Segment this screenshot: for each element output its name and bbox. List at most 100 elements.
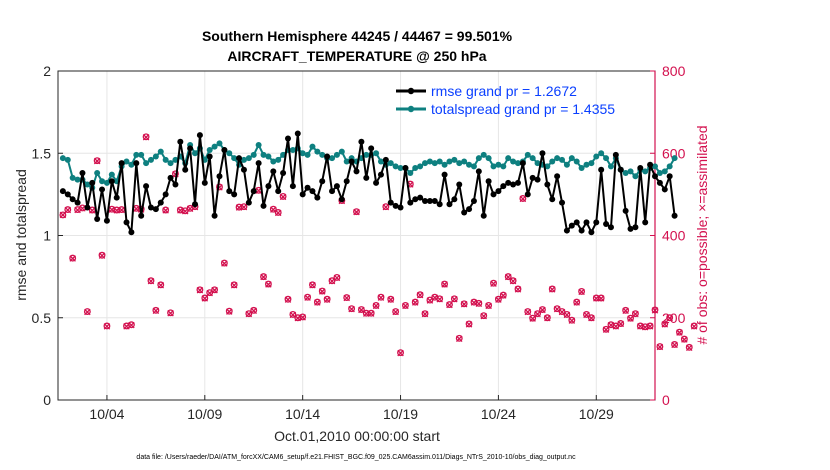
obs-possible-marker bbox=[162, 206, 170, 214]
rmse-point bbox=[441, 171, 448, 178]
totalspread-point bbox=[578, 165, 585, 172]
rmse-point bbox=[387, 199, 394, 206]
obs-assimilated-marker bbox=[485, 302, 492, 310]
obs-assimilated-marker bbox=[588, 314, 595, 322]
totalspread-point bbox=[245, 155, 252, 162]
rmse-point bbox=[666, 173, 673, 180]
obs-possible-marker bbox=[309, 281, 316, 289]
obs-possible-marker bbox=[343, 294, 351, 302]
rmse-point bbox=[456, 181, 463, 188]
obs-possible-marker bbox=[225, 307, 233, 315]
totalspread-point bbox=[559, 156, 566, 163]
totalspread-point bbox=[167, 160, 174, 167]
totalspread-point bbox=[622, 169, 629, 176]
obs-possible-marker bbox=[490, 279, 497, 287]
obs-possible-marker bbox=[583, 311, 590, 318]
rmse-point bbox=[211, 212, 218, 219]
rmse-point bbox=[270, 168, 277, 175]
obs-assimilated-marker bbox=[152, 307, 160, 315]
rmse-point bbox=[172, 181, 179, 188]
rmse-point bbox=[637, 165, 644, 172]
obs-possible-marker bbox=[235, 203, 243, 211]
rmse-point bbox=[436, 201, 443, 208]
obs-assimilated-marker bbox=[196, 286, 204, 294]
obs-assimilated-marker bbox=[651, 307, 659, 314]
rmse-point bbox=[612, 151, 619, 158]
obs-assimilated-marker bbox=[456, 335, 463, 342]
rmse-point bbox=[314, 194, 321, 201]
obs-possible-marker bbox=[485, 301, 493, 309]
rmse-point bbox=[162, 191, 169, 198]
totalspread-point bbox=[632, 173, 639, 180]
obs-assimilated-marker bbox=[255, 187, 262, 194]
obs-assimilated-marker bbox=[465, 321, 473, 328]
totalspread-point bbox=[147, 156, 154, 163]
rmse-point bbox=[480, 212, 487, 219]
rmse-point bbox=[182, 166, 189, 173]
rmse-point bbox=[583, 219, 590, 226]
obs-assimilated-marker bbox=[88, 207, 96, 214]
totalspread-point bbox=[642, 168, 649, 175]
obs-possible-marker bbox=[416, 291, 424, 299]
obs-possible-marker bbox=[480, 312, 488, 320]
totalspread-point bbox=[563, 161, 570, 168]
totalspread-point bbox=[260, 151, 267, 158]
obs-possible-marker bbox=[597, 294, 605, 302]
rmse-point bbox=[373, 179, 380, 186]
obs-possible-marker bbox=[455, 334, 463, 342]
totalspread-point bbox=[152, 153, 159, 160]
obs-assimilated-marker bbox=[402, 302, 409, 310]
obs-assimilated-marker bbox=[446, 301, 453, 309]
y-axis-left: 0 0.5 1 1.5 2 bbox=[32, 63, 63, 408]
obs-assimilated-marker bbox=[441, 281, 448, 288]
y-tick-label-left: 0 bbox=[43, 392, 51, 408]
totalspread-point bbox=[329, 155, 336, 162]
obs-assimilated-marker bbox=[583, 311, 590, 319]
obs-possible-marker bbox=[348, 305, 356, 313]
rmse-point bbox=[529, 174, 536, 181]
rmse-point bbox=[426, 197, 433, 204]
obs-possible-marker bbox=[304, 293, 312, 301]
obs-assimilated-marker bbox=[133, 205, 140, 213]
totalspread-point bbox=[304, 151, 311, 158]
y-tick-label-right: 600 bbox=[662, 145, 686, 161]
totalspread-point bbox=[412, 165, 419, 172]
obs-assimilated-marker bbox=[568, 317, 576, 324]
obs-assimilated-marker bbox=[661, 321, 669, 328]
obs-possible-marker bbox=[392, 308, 400, 316]
obs-assimilated-marker bbox=[353, 208, 360, 216]
obs-assimilated-marker bbox=[509, 277, 517, 285]
rmse-point bbox=[147, 204, 154, 211]
rmse-point bbox=[397, 204, 404, 211]
obs-assimilated-marker bbox=[671, 341, 678, 349]
obs-assimilated-marker bbox=[622, 307, 629, 315]
rmse-point bbox=[216, 173, 223, 180]
obs-possible-marker bbox=[676, 328, 683, 336]
rmse-point bbox=[89, 179, 96, 186]
rmse-point bbox=[470, 197, 477, 204]
rmse-point bbox=[505, 179, 512, 186]
rmse-point bbox=[598, 166, 605, 173]
totalspread-point bbox=[108, 171, 115, 178]
rmse-point bbox=[138, 212, 145, 219]
rmse-point bbox=[64, 191, 71, 198]
obs-assimilated-marker bbox=[245, 310, 253, 318]
totalspread-point bbox=[74, 176, 81, 183]
obs-possible-marker bbox=[220, 259, 228, 267]
obs-possible-marker bbox=[514, 285, 522, 293]
obs-possible-marker bbox=[260, 273, 267, 281]
obs-assimilated-marker bbox=[260, 273, 267, 281]
obs-possible-marker bbox=[382, 203, 390, 211]
rmse-point bbox=[245, 199, 252, 206]
rmse-point bbox=[103, 217, 110, 224]
rmse-point bbox=[255, 160, 262, 167]
rmse-point bbox=[500, 183, 507, 190]
rmse-point bbox=[358, 138, 365, 145]
obs-assimilated-marker bbox=[411, 299, 419, 306]
rmse-point bbox=[157, 199, 164, 206]
obs-assimilated-marker bbox=[186, 205, 194, 213]
rmse-point bbox=[539, 150, 546, 157]
rmse-point bbox=[201, 179, 208, 186]
obs-assimilated-marker bbox=[98, 252, 106, 259]
rmse-point bbox=[123, 219, 130, 226]
